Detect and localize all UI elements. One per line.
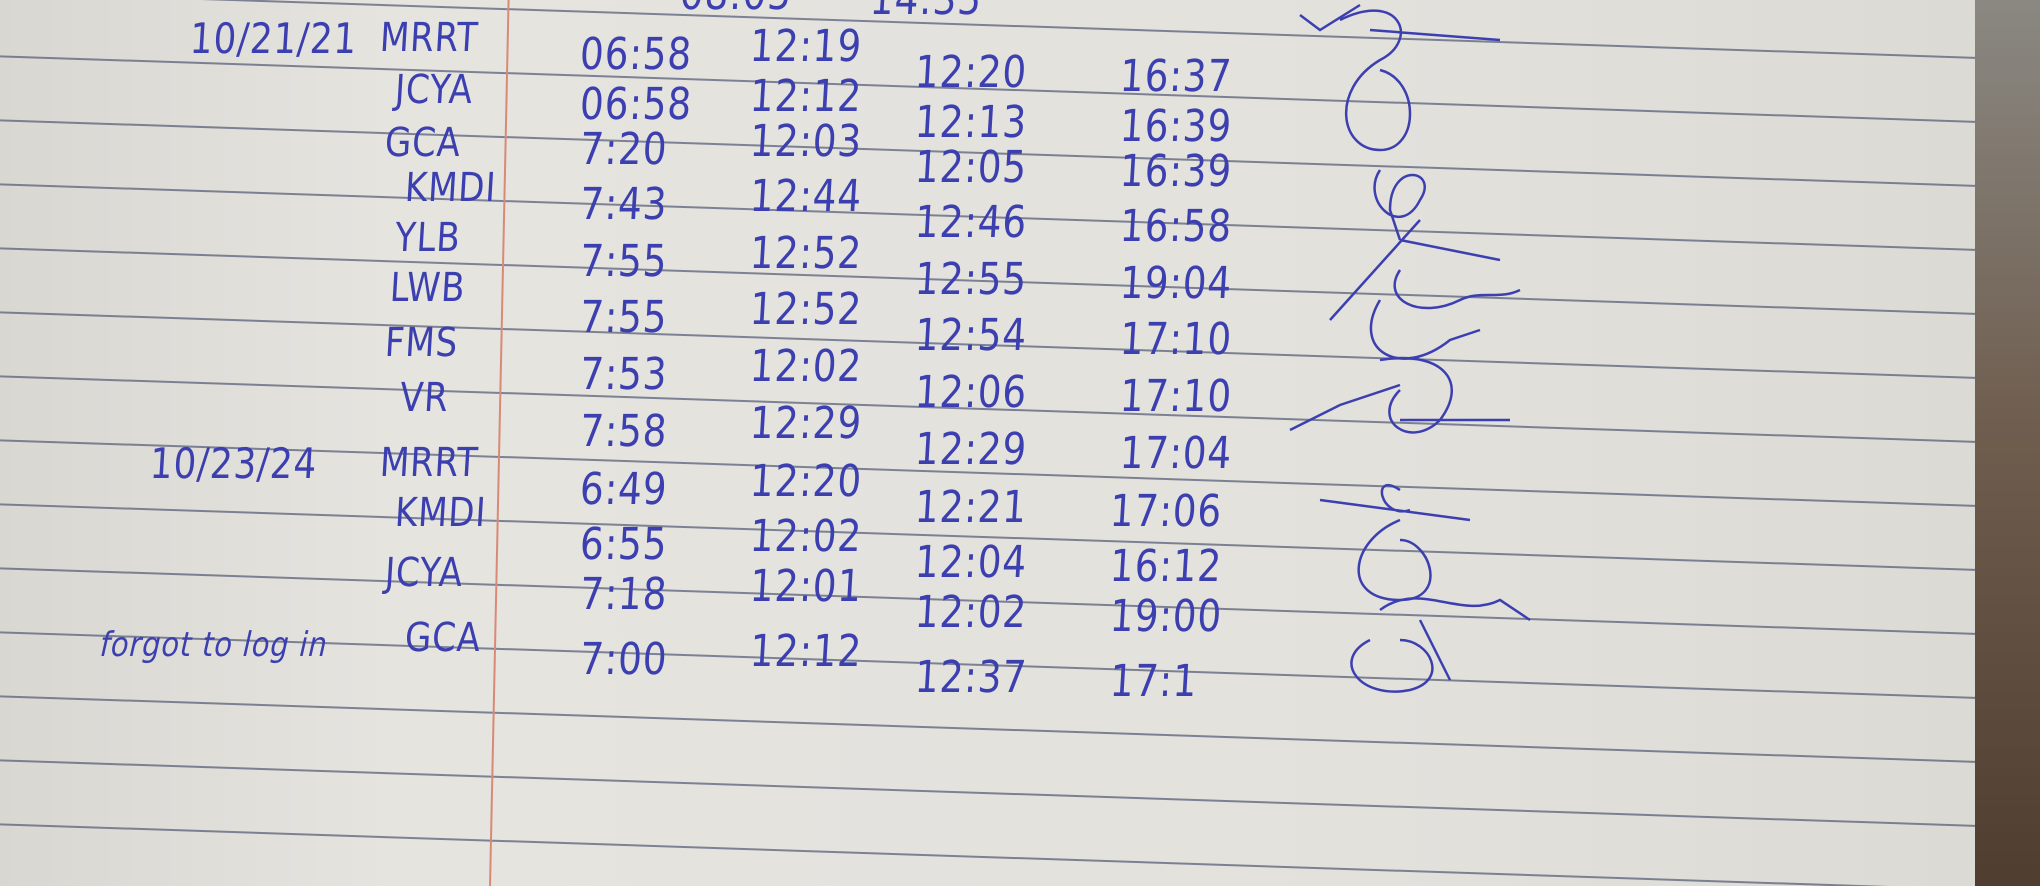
signature-scribble <box>1329 219 1521 360</box>
signature-scribble <box>1350 597 1531 693</box>
notebook-page: 08:0514:3510/21/21MRRT06:5812:1912:2016:… <box>0 0 1975 886</box>
signature-scribble <box>1373 169 1501 262</box>
signature-scribble <box>1319 484 1471 602</box>
signature-scribble <box>1289 356 1510 434</box>
signature-column <box>1289 3 1531 693</box>
signature-scribble <box>1299 3 1501 152</box>
table-surface <box>1975 0 2040 886</box>
